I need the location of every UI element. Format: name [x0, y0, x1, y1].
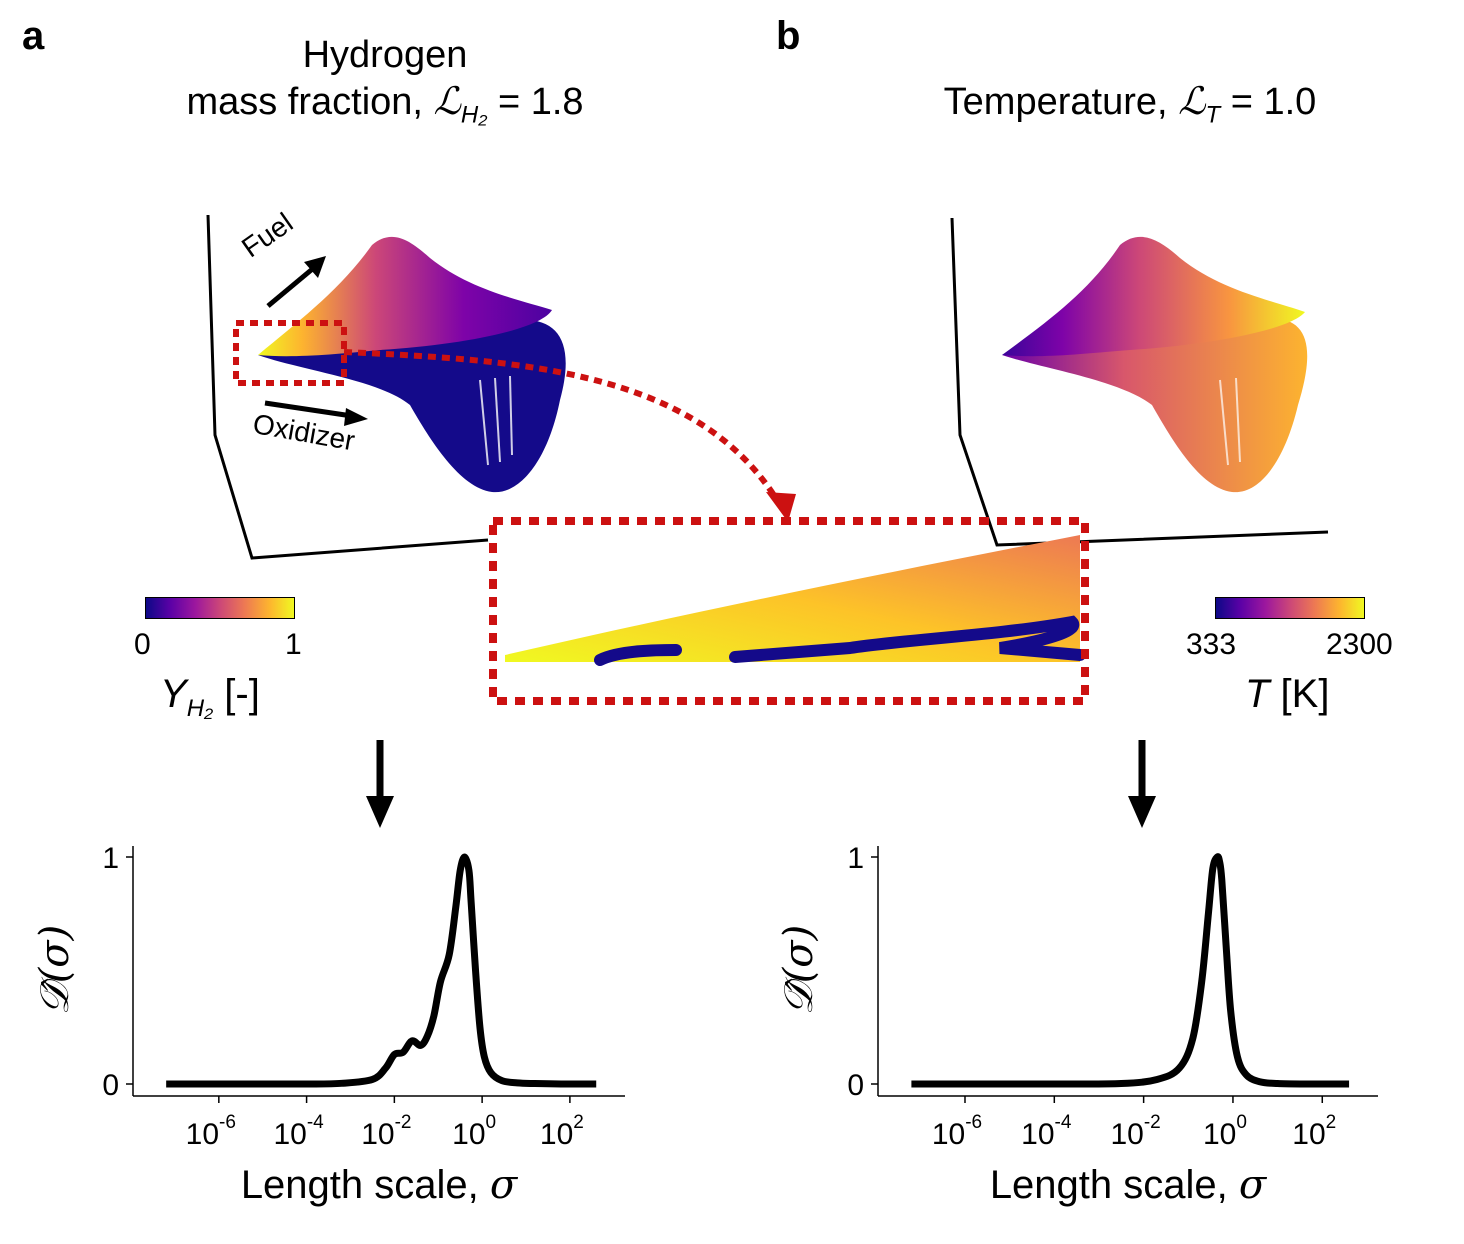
panel-a-cbar-min: 0	[134, 628, 151, 661]
chart-b-ytick-label-1: 1	[847, 842, 864, 875]
chart-b-xtick-label-4: 102	[1292, 1112, 1336, 1151]
panel-b-cbar-unit: [K]	[1269, 672, 1330, 716]
panel-letter-a: a	[22, 14, 45, 58]
panel-a-title: Hydrogen mass fraction, ℒH₂ = 1.8	[100, 32, 670, 139]
zoom-inset-surface	[505, 535, 1080, 662]
chart-b-xlabel: Length scale, σ	[990, 1162, 1268, 1208]
chart-b-ylabel: 𝒟̂(σ)	[776, 925, 822, 1015]
chart-a-series-D_hat_H2	[166, 853, 597, 1088]
panel-b-lower-surface	[1002, 318, 1308, 493]
panel-b-upper-surface	[1002, 236, 1305, 357]
chart-a-xtick-label-4: 102	[540, 1112, 584, 1151]
chart-a-xtick-label-3: 100	[452, 1112, 496, 1151]
chart-a-xtick-label-2: 10-2	[361, 1112, 411, 1151]
chart-a-ylabel: 𝒟̂(σ)	[32, 925, 78, 1015]
chart-b-xtick-label-3: 100	[1203, 1112, 1247, 1151]
panel-b-title: Temperature, ℒT = 1.0	[860, 78, 1400, 139]
panel-a-cbar-unit: [-]	[213, 672, 260, 716]
panel-a-title-line2: mass fraction, ℒH₂ = 1.8	[100, 78, 670, 139]
panel-a-title-line1: Hydrogen	[302, 34, 468, 76]
zoom-connector-arrow	[343, 349, 783, 507]
panel-b-colorbar	[1215, 597, 1365, 619]
panel-a-title-prefix: mass fraction,	[186, 81, 434, 123]
panel-a-upper-surface	[258, 236, 552, 357]
fuel-arrow	[266, 264, 318, 308]
chart-b-series-D_hat_T	[911, 853, 1350, 1088]
zoom-connector-arrowhead	[766, 492, 796, 522]
panel-a-down-arrowhead	[366, 796, 394, 828]
chart-a-ytick-label-0: 0	[102, 1069, 119, 1102]
chart-a-xlabel: Length scale, σ	[241, 1162, 519, 1208]
chart-a-ytick-label-1: 1	[102, 842, 119, 875]
panel-a-cbar-sub: H₂	[186, 695, 214, 722]
panel-a-colorbar	[145, 597, 295, 619]
panel-b-striations	[1219, 377, 1241, 466]
panel-b-cbar-min: 333	[1186, 628, 1237, 661]
panel-a-cbar-var: Y	[160, 672, 187, 716]
chart-a-xtick-label-0: 10-6	[186, 1112, 236, 1151]
panel-a-cbar-label: YH₂ [-]	[160, 672, 260, 723]
chart-b-xtick-label-1: 10-4	[1021, 1112, 1072, 1151]
chart-b-ytick-label-0: 0	[847, 1069, 864, 1102]
panel-a-3d-axes	[206, 214, 489, 560]
oxidizer-arrow	[264, 400, 353, 419]
panel-b-down-arrowhead	[1128, 796, 1156, 828]
chart-b-xtick-label-0: 10-6	[932, 1112, 982, 1151]
panel-a-title-value: = 1.8	[487, 81, 584, 123]
panel-b-title-prefix: Temperature,	[943, 81, 1179, 123]
oxidizer-arrowhead	[344, 408, 368, 426]
fuel-arrowhead	[304, 256, 326, 278]
panel-b-title-value: = 1.0	[1220, 81, 1317, 123]
panel-a-title-subscript: H₂	[460, 101, 488, 129]
panel-a-title-symbol: ℒ	[433, 79, 461, 123]
panel-b-cbar-var: T	[1245, 672, 1270, 716]
zoom-inset-frame	[489, 517, 1089, 705]
panel-a-cbar-max: 1	[285, 628, 302, 661]
panel-a-striations	[479, 375, 513, 466]
panel-b-cbar-max: 2300	[1326, 628, 1393, 661]
panel-b-cbar-label: T [K]	[1245, 672, 1329, 717]
panel-b-title-symbol: ℒ	[1178, 79, 1206, 123]
chart-a-xtick-label-1: 10-4	[273, 1112, 324, 1151]
zoom-inset-low-dots	[594, 615, 1086, 666]
chart-b-xtick-label-2: 10-2	[1110, 1112, 1160, 1151]
panel-b-title-subscript: T	[1205, 101, 1221, 129]
panel-letter-b: b	[776, 14, 801, 58]
panel-b-3d-axes	[950, 217, 1329, 547]
